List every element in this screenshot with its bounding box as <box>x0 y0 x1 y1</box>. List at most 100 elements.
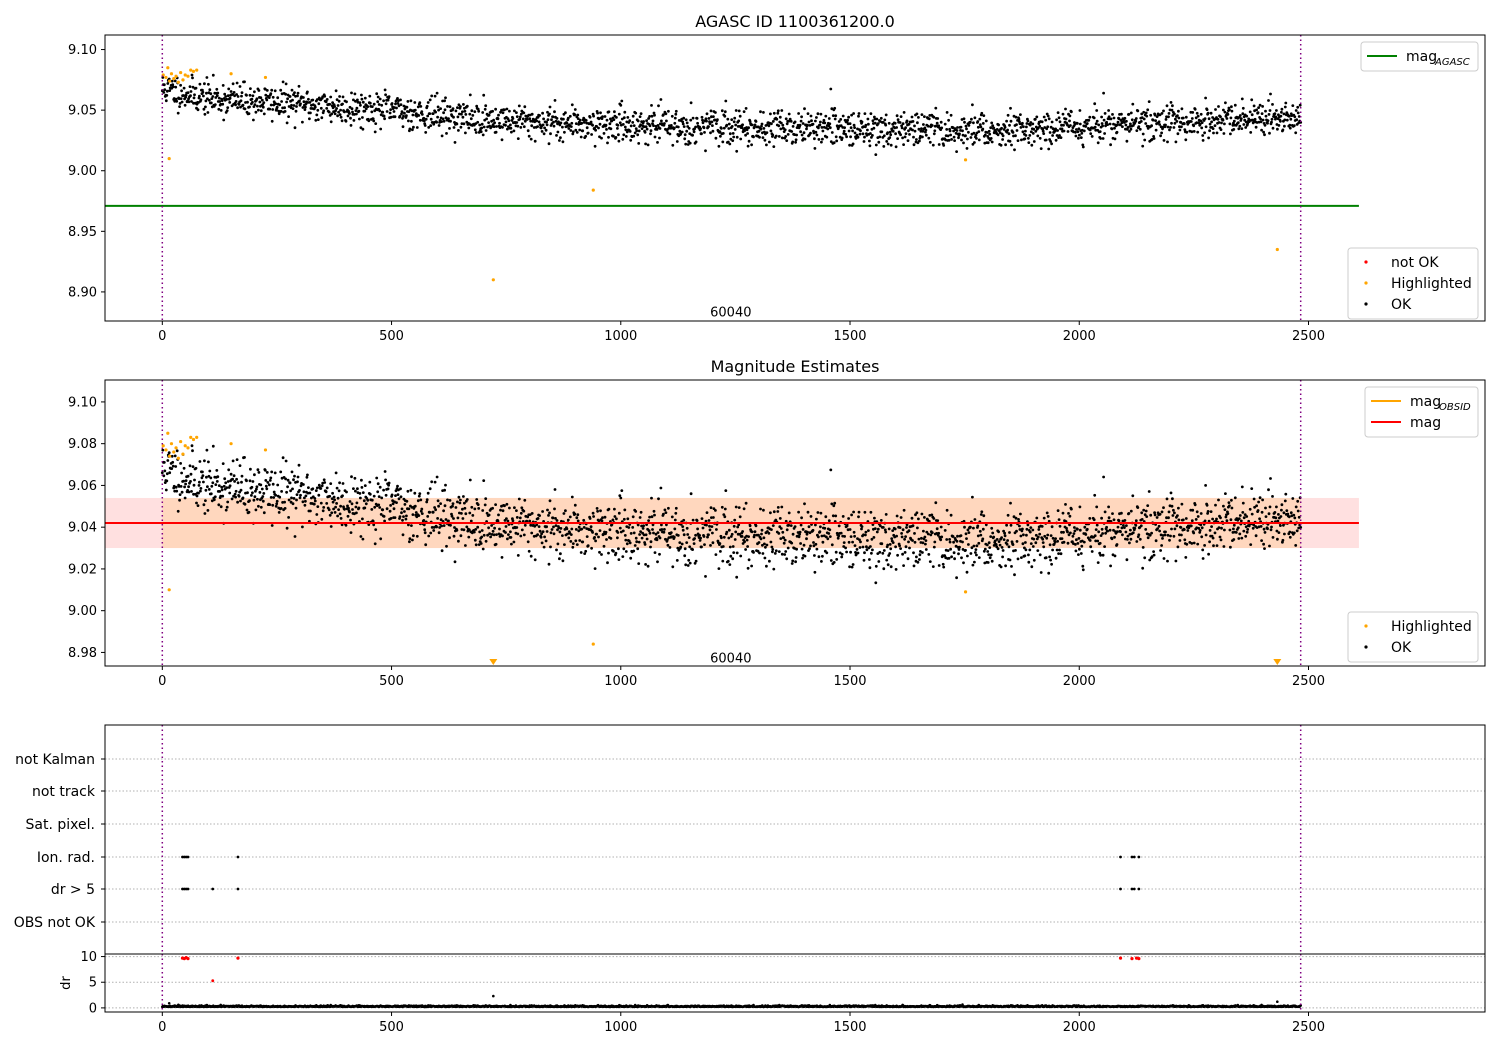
flag-point <box>1137 855 1141 859</box>
p1-ok-point <box>955 129 959 132</box>
flag-point <box>236 855 240 859</box>
p1-ok-point <box>405 105 409 109</box>
p1-ok-point <box>708 120 711 124</box>
p1-ok-point <box>894 145 898 149</box>
p2-ok-point <box>1028 548 1032 552</box>
p2-ok-point <box>1027 553 1030 557</box>
p1-ok-point <box>415 126 419 129</box>
p2-ok-point <box>1283 532 1286 536</box>
p2-ok-point <box>1007 545 1011 549</box>
p1-ok-point <box>1252 104 1256 108</box>
p2-ok-point <box>1055 548 1059 552</box>
p2-ok-point <box>1282 511 1286 515</box>
p1-ok-point <box>761 136 765 140</box>
p1-ok-point <box>401 125 405 129</box>
p1-ok-point <box>217 107 221 111</box>
p1-xtick-label: 500 <box>379 329 404 344</box>
p2-ok-point <box>386 487 390 491</box>
p2-ok-point <box>1068 523 1071 527</box>
p2-ok-point <box>797 510 800 514</box>
flag-point <box>211 887 215 891</box>
p1-ok-point <box>947 118 950 122</box>
p2-ok-point <box>355 511 358 515</box>
p2-ok-point <box>981 527 985 531</box>
p2-ok-point <box>876 527 880 531</box>
p2-ok-point <box>641 527 645 530</box>
p2-ok-point <box>932 545 936 549</box>
p1-ok-point <box>503 108 506 112</box>
p2-ok-point <box>575 516 579 520</box>
p2-ok-point <box>400 511 403 515</box>
p1-ok-point <box>1129 127 1133 131</box>
p2-ok-point <box>1136 506 1140 509</box>
p2-ok-point <box>1295 529 1299 533</box>
p2-ok-point <box>1048 555 1051 559</box>
p2-ok-point <box>1153 513 1157 517</box>
p2-ok-point <box>234 489 238 493</box>
p2-ok-point <box>233 492 237 496</box>
p2-ok-point <box>886 563 890 567</box>
p2-ok-point <box>1215 544 1219 547</box>
p2-ok-point <box>1061 511 1065 515</box>
p2-ok-point <box>1090 550 1094 553</box>
p1-ok-point <box>1233 103 1237 107</box>
p2-ok-point <box>461 517 465 520</box>
p1-ok-point <box>1238 124 1242 128</box>
p1-ok-point <box>570 103 574 107</box>
p2-ok-point <box>180 471 184 475</box>
p1-ok-point <box>293 126 297 130</box>
p2-ok-point <box>295 493 299 496</box>
p1-ok-point <box>1060 123 1063 127</box>
p2-ok-point <box>1041 537 1045 541</box>
p2-ok-point <box>873 516 876 520</box>
p1-ok-point <box>982 114 986 117</box>
p1-ok-point <box>1119 118 1123 122</box>
p2-ok-point <box>962 519 966 523</box>
p2-ok-point <box>761 543 764 547</box>
p1-ok-point <box>516 137 520 141</box>
p1-ok-point <box>1054 127 1057 131</box>
p1-ok-point <box>567 127 571 130</box>
p1-ok-point <box>748 120 752 123</box>
p1-ok-point <box>202 94 205 98</box>
p1-ok-point <box>306 90 309 94</box>
p1-ok-point <box>1009 106 1012 110</box>
p1-ok-point <box>1070 110 1073 114</box>
p2-ok-point <box>1039 571 1043 574</box>
p2-ok-point <box>990 526 994 530</box>
p2-ok-point <box>396 484 399 488</box>
p2-ok-point <box>915 555 918 559</box>
p1-ok-point <box>617 112 621 116</box>
p1-ok-point <box>550 118 553 122</box>
p1-ok-point <box>821 137 824 141</box>
p2-ok-point <box>1022 533 1025 537</box>
p1-ok-point <box>377 103 381 106</box>
p1-ok-point <box>1167 115 1170 119</box>
p2-ok-point <box>389 517 393 520</box>
p1-ok-point <box>571 132 575 136</box>
p1-ok-point <box>174 85 178 89</box>
p2-ytick-label: 9.02 <box>68 562 97 577</box>
p1-ok-point <box>412 125 415 129</box>
p2-ok-point <box>1126 538 1129 541</box>
p2-ok-point <box>268 503 272 506</box>
p1-ok-point <box>207 82 210 86</box>
p2-ok-point <box>1099 553 1102 557</box>
p1-ok-point <box>1110 127 1114 131</box>
p2-ok-point <box>584 549 588 553</box>
p2-ok-point <box>1077 537 1081 540</box>
p2-ok-point <box>618 526 622 530</box>
p1-ok-point <box>165 94 169 97</box>
p2-ok-point <box>493 526 496 530</box>
p1-ok-point <box>302 100 306 104</box>
p2-ok-point <box>883 528 887 532</box>
p1-ok-point <box>1129 122 1132 126</box>
p2-ok-point <box>1196 542 1200 546</box>
p2-ok-point <box>840 555 844 559</box>
p2-ok-point <box>1267 488 1270 492</box>
p1-ok-point <box>636 133 640 137</box>
p1-ok-point <box>582 121 586 124</box>
p2-ok-point <box>687 536 691 539</box>
p1-ok-point <box>252 118 255 122</box>
p1-ok-point <box>304 102 308 106</box>
